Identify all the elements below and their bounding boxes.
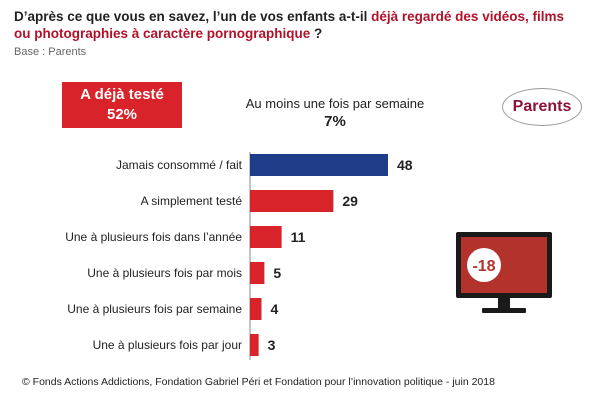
category-label: Une à plusieurs fois dans l’année — [65, 230, 242, 244]
weekly-value: 7% — [324, 113, 346, 130]
category-label: Jamais consommé / fait — [116, 158, 243, 172]
category-label: Une à plusieurs fois par jour — [93, 338, 242, 352]
data-label: 3 — [268, 337, 276, 353]
weekly-label: Au moins une fois par semaine — [245, 96, 425, 111]
bar — [250, 262, 265, 284]
bar-chart: Jamais consommé / fait 48 A simplement tes… — [65, 152, 413, 360]
question-highlight: déjà regardé des vidéos, films ou photog… — [14, 9, 564, 41]
bar — [250, 334, 259, 356]
question-text: D’après ce que vous en savez, l’un de vo… — [14, 9, 368, 24]
bar — [250, 226, 282, 248]
data-label: 48 — [397, 157, 413, 173]
already-tested-value: 52% — [106, 106, 138, 123]
data-label: 4 — [271, 301, 279, 317]
data-label: 29 — [342, 193, 358, 209]
bar — [250, 298, 262, 320]
age-badge-label: -18 — [472, 258, 495, 275]
source-footer: © Fonds Actions Addictions, Fondation Ga… — [22, 376, 495, 388]
age-badge — [467, 248, 501, 282]
monitor-base — [482, 308, 526, 313]
adult-content-monitor-icon: -18 — [456, 232, 552, 313]
category-label: Une à plusieurs fois par semaine — [67, 302, 242, 316]
question-end: ? — [310, 26, 323, 41]
parents-logo-text: Parents — [512, 98, 572, 115]
bar — [250, 190, 334, 212]
data-label: 11 — [291, 229, 306, 245]
monitor-neck — [498, 298, 510, 308]
already-tested-box: A déjà testé 52% — [62, 82, 182, 128]
parents-logo: Parents — [502, 88, 582, 126]
category-label: Une à plusieurs fois par mois — [87, 266, 242, 280]
base-note: Base : Parents — [14, 46, 87, 58]
bar — [250, 154, 388, 176]
data-label: 5 — [273, 265, 281, 281]
already-tested-label: A déjà testé — [80, 86, 164, 103]
chart-question: D’après ce que vous en savez, l’un de vo… — [14, 8, 584, 42]
category-label: A simplement testé — [141, 194, 243, 208]
weekly-summary: Au moins une fois par semaine 7% — [240, 95, 430, 131]
